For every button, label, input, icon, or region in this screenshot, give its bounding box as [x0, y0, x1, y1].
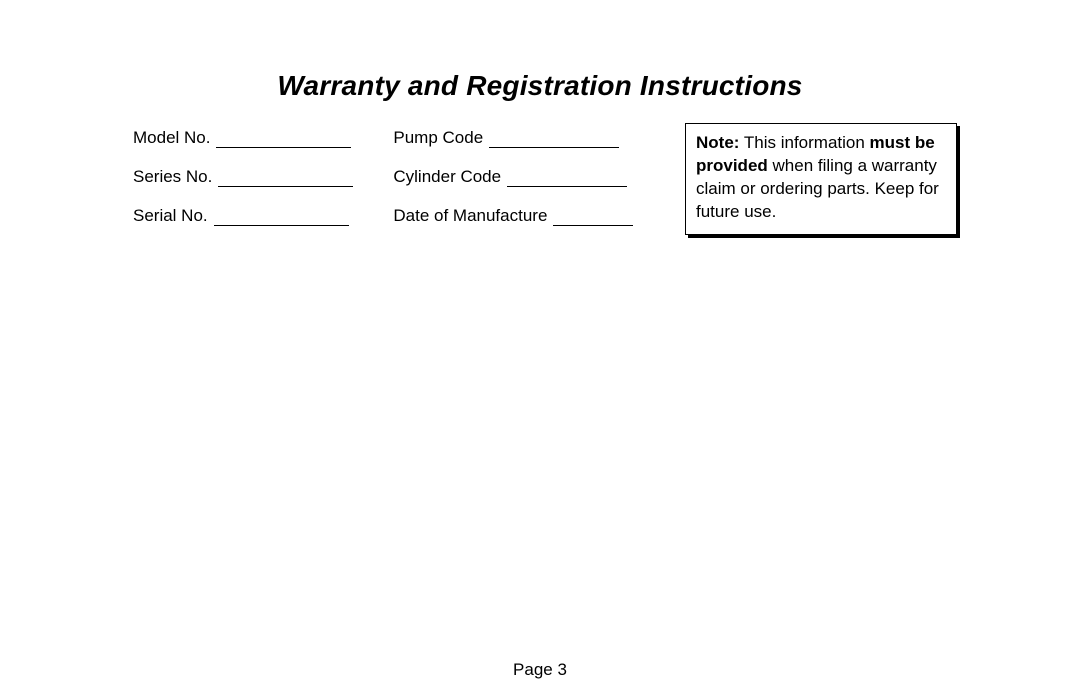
field-label: Model No. [133, 128, 210, 148]
field-blank [553, 207, 633, 226]
field-model-no: Model No. [133, 128, 353, 148]
field-blank [216, 129, 351, 148]
field-serial-no: Serial No. [133, 206, 353, 226]
field-cylinder-code: Cylinder Code [393, 167, 633, 187]
field-blank [214, 207, 349, 226]
field-blank [507, 168, 627, 187]
field-series-no: Series No. [133, 167, 353, 187]
page-title: Warranty and Registration Instructions [0, 70, 1080, 102]
field-label: Pump Code [393, 128, 483, 148]
field-blank [489, 129, 619, 148]
note-text-1: This information [744, 133, 870, 152]
fields-block: Model No. Series No. Serial No. Pump Cod… [133, 128, 653, 226]
field-blank [218, 168, 353, 187]
field-date-of-manufacture: Date of Manufacture [393, 206, 633, 226]
page-footer: Page 3 [0, 660, 1080, 680]
field-label: Date of Manufacture [393, 206, 547, 226]
field-label: Serial No. [133, 206, 208, 226]
note-box: Note: This information must be provided … [685, 123, 957, 235]
field-label: Cylinder Code [393, 167, 501, 187]
field-pump-code: Pump Code [393, 128, 633, 148]
page: Warranty and Registration Instructions M… [0, 0, 1080, 698]
field-label: Series No. [133, 167, 212, 187]
fields-column-2: Pump Code Cylinder Code Date of Manufact… [393, 128, 633, 226]
note-lead: Note: [696, 133, 739, 152]
fields-column-1: Model No. Series No. Serial No. [133, 128, 353, 226]
